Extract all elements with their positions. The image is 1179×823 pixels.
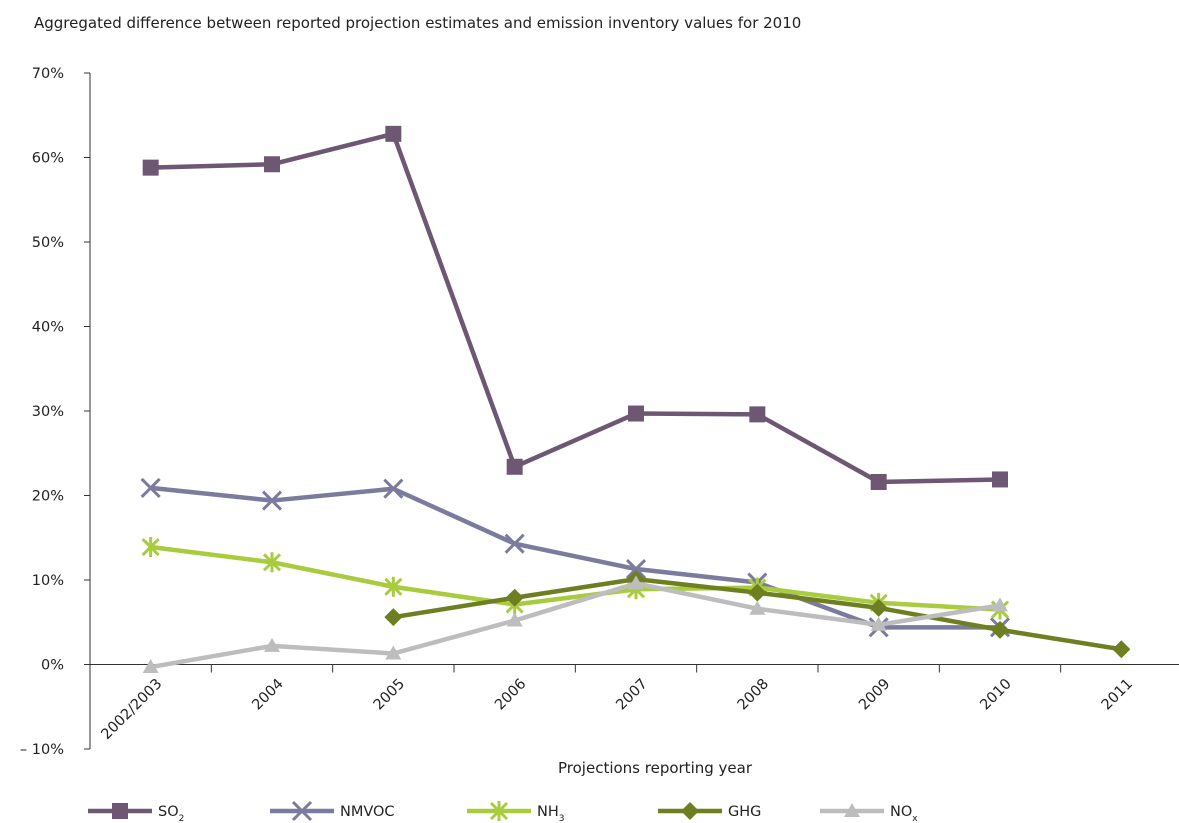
series-ghg (384, 570, 1131, 659)
x-tick-label: 2002/2003 (99, 676, 166, 743)
x-tick-label: 2004 (249, 676, 286, 713)
x-tick-label: 2005 (371, 676, 408, 713)
series-so2-point (992, 471, 1008, 488)
legend-label: NH3 (537, 804, 564, 823)
x-tick-label: 2011 (1099, 676, 1136, 713)
legend-swatch-marker (681, 802, 699, 820)
series-layer (140, 125, 1131, 674)
legend-swatch-marker (112, 803, 128, 819)
series-so2-point (142, 159, 159, 176)
series-nmvoc-point (625, 558, 647, 580)
x-tick-label: 2008 (735, 676, 772, 713)
series-nh3-point (262, 552, 282, 573)
y-tick-label: 70% (32, 66, 64, 82)
y-tick-label: 0% (41, 658, 64, 674)
series-nox-point (142, 659, 159, 674)
series-so2-point (385, 125, 402, 142)
axes: – 10% 0% 10% 20% 30% 40% 50% 60% 70% 2002/2003 200… (20, 66, 1179, 758)
series-nox-point (992, 597, 1008, 612)
y-tick-label: 40% (32, 320, 64, 336)
series-nox-point (506, 612, 523, 627)
series-nox-point (628, 575, 644, 590)
legend-label: GHG (728, 804, 761, 820)
series-nmvoc-point (383, 478, 404, 499)
legend-label: SO2 (158, 804, 184, 823)
legend-item-so2: SO2 (88, 803, 184, 823)
series-nmvoc-point (140, 477, 161, 498)
series-so2-point (506, 458, 523, 475)
legend-item-nox: NOx (820, 803, 918, 823)
legend: SO2 NMVOC NH3 GHG NOx (88, 800, 918, 823)
series-ghg-point (1112, 640, 1131, 659)
series-ghg-point (748, 583, 767, 602)
legend-label: NMVOC (340, 804, 395, 820)
legend-swatch-marker (489, 801, 509, 821)
legend-item-nh3: NH3 (467, 801, 564, 823)
series-nox-point (264, 637, 280, 652)
legend-swatch-marker (291, 800, 313, 822)
series-nox-line (150, 581, 1001, 670)
x-tick-label: 2006 (492, 676, 529, 713)
x-tick-label: 2007 (613, 676, 650, 713)
series-nh3-line (150, 544, 1001, 612)
series-nox-point (749, 600, 766, 615)
chart-title: Aggregated difference between reported p… (34, 14, 802, 32)
series-so2-point (870, 473, 887, 490)
x-axis-title: Projections reporting year (558, 759, 753, 777)
series-ghg-point (991, 620, 1009, 639)
series-ghg-point (869, 598, 888, 617)
series-so2-line (150, 131, 1001, 485)
legend-item-ghg: GHG (658, 802, 761, 820)
series-nmvoc-point (504, 533, 525, 554)
y-tick-label: 50% (32, 235, 64, 251)
y-tick-label: 60% (32, 151, 64, 167)
series-nox-point (385, 645, 402, 660)
series-ghg-point (384, 608, 403, 627)
legend-swatch-marker (844, 803, 860, 817)
series-so2-point (628, 405, 644, 422)
y-tick-label: 10% (32, 573, 64, 589)
series-so2 (142, 125, 1008, 490)
y-tick-label: 30% (32, 404, 64, 420)
y-tick-label: – 10% (20, 742, 64, 758)
x-tick-label: 2009 (856, 676, 893, 713)
series-nh3-point (141, 537, 160, 558)
series-nox (142, 575, 1008, 674)
x-tick-label: 2010 (977, 676, 1014, 713)
series-nox-point (870, 616, 887, 631)
series-nh3-point (384, 576, 403, 597)
legend-label: NOx (890, 804, 918, 823)
series-ghg-point (505, 588, 524, 607)
series-nmvoc-point (261, 490, 283, 511)
series-so2-point (749, 406, 766, 423)
series-so2-point (264, 156, 280, 173)
y-tick-label: 20% (32, 489, 64, 505)
legend-item-nmvoc: NMVOC (270, 800, 395, 822)
